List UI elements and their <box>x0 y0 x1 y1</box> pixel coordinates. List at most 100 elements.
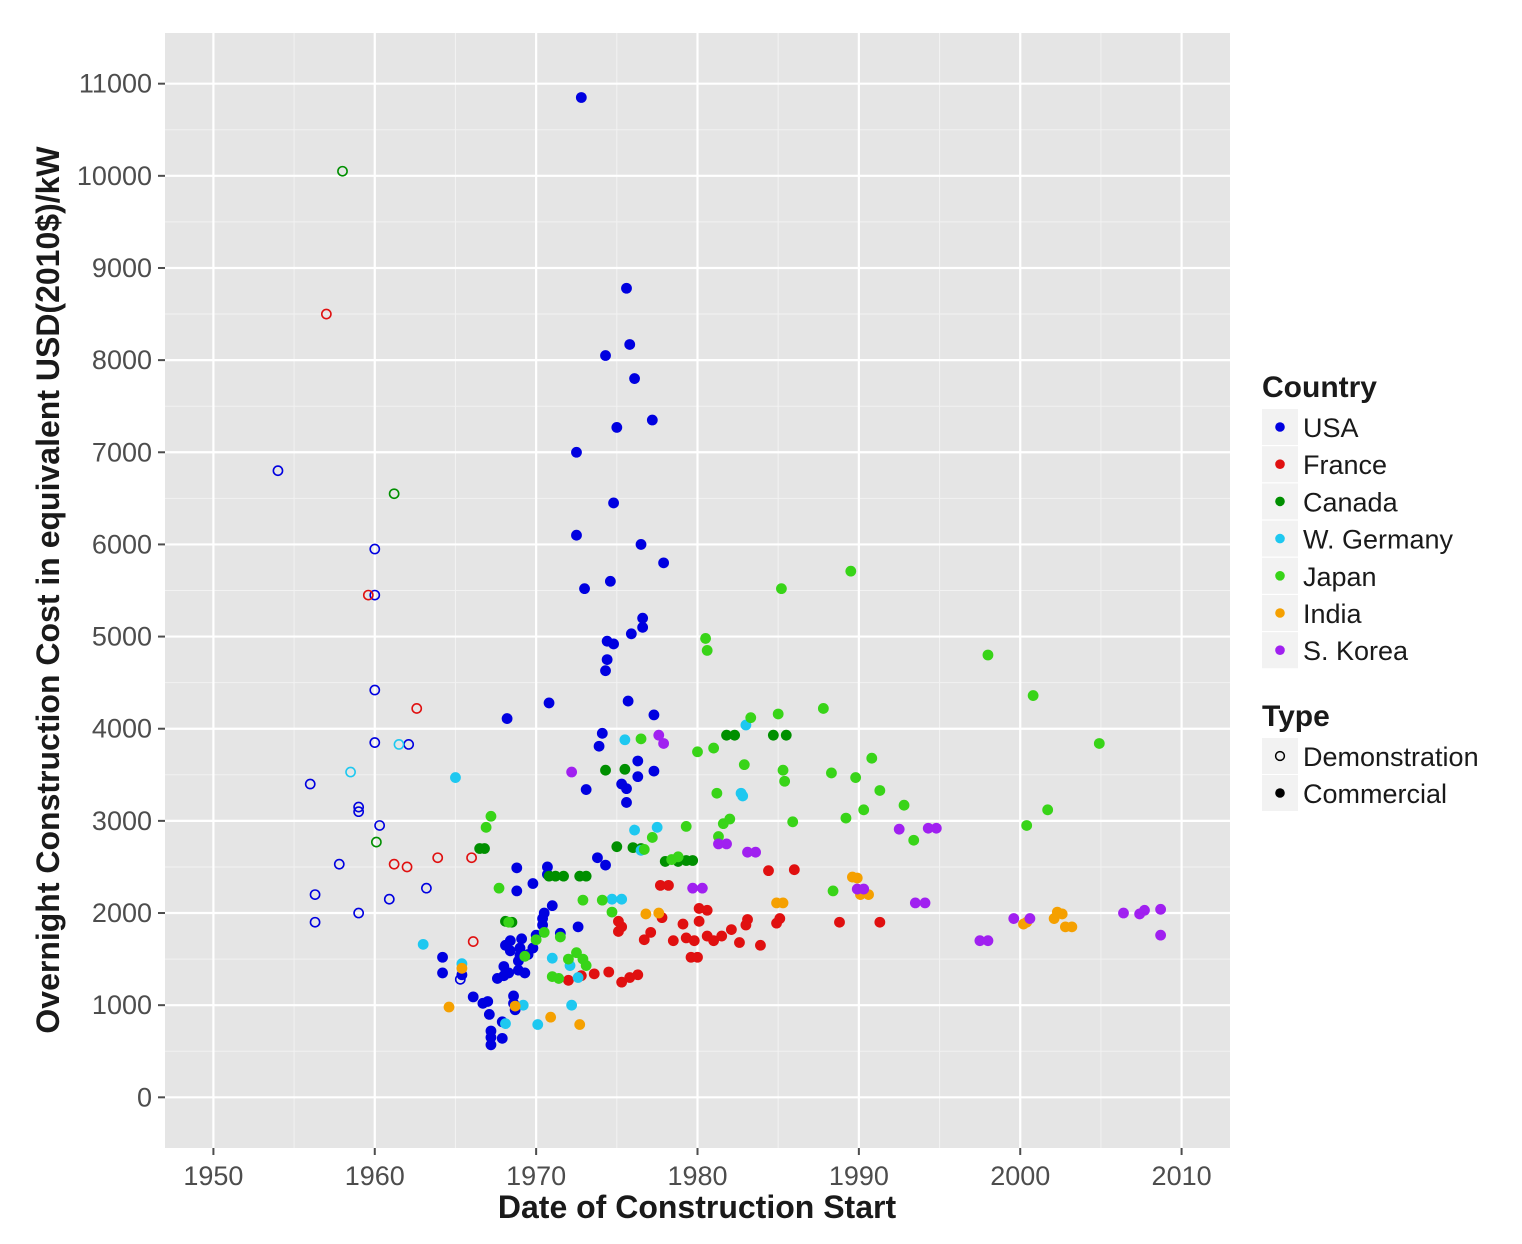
s-korea-commercial-point <box>653 729 665 741</box>
s-korea-commercial-point <box>982 935 994 947</box>
w-germany-commercial-point <box>737 790 749 802</box>
usa-commercial-point <box>437 951 448 963</box>
legend-canada-label: Canada <box>1303 487 1399 517</box>
usa-demonstration-point <box>272 465 284 477</box>
japan-commercial-point <box>553 973 565 984</box>
y-tick-label: 5000 <box>92 622 152 652</box>
s-korea-commercial-point <box>1118 907 1129 919</box>
india-commercial-point <box>443 1001 455 1013</box>
japan-commercial-point <box>503 916 515 928</box>
usa-commercial-point <box>483 1008 495 1020</box>
s-korea-commercial-point <box>974 935 986 947</box>
usa-demonstration-point <box>369 737 381 748</box>
legend-key-bg <box>1262 738 1298 774</box>
japan-commercial-point <box>480 821 492 833</box>
y-tick-label: 8000 <box>92 345 152 375</box>
france-commercial-point <box>716 930 728 942</box>
usa-commercial-point <box>624 339 636 350</box>
france-commercial-point <box>654 879 666 891</box>
japan-commercial-point <box>724 813 736 825</box>
france-commercial-point <box>603 966 615 978</box>
s-korea-commercial-point <box>687 882 699 894</box>
usa-commercial-point <box>601 654 613 666</box>
usa-commercial-point <box>637 621 649 633</box>
legend: Country USA France Canada W. Germany Japan In… <box>1262 371 1479 811</box>
x-axis-title: Date of Construction Start <box>498 1189 897 1225</box>
usa-commercial-point <box>596 727 608 739</box>
y-tick-label: 4000 <box>92 714 152 744</box>
usa-demonstration-point <box>353 907 365 919</box>
legend-japan-swatch <box>1275 571 1285 581</box>
y-tick-label: 10000 <box>77 161 152 191</box>
x-tick-label: 2010 <box>1152 1161 1212 1191</box>
y-tick-label: 0 <box>137 1082 152 1112</box>
japan-commercial-point <box>577 894 589 906</box>
japan-commercial-point <box>563 953 574 965</box>
legend-india-swatch <box>1275 608 1285 618</box>
japan-commercial-point <box>1093 738 1105 749</box>
usa-commercial-point <box>632 755 644 767</box>
japan-commercial-point <box>672 851 684 863</box>
s-korea-commercial-point <box>1155 929 1167 941</box>
japan-commercial-point <box>772 708 784 720</box>
usa-commercial-point <box>503 967 515 979</box>
usa-commercial-point <box>611 421 623 433</box>
france-commercial-point <box>663 879 674 891</box>
france-demonstration-point <box>411 703 423 714</box>
usa-demonstration-point <box>304 778 316 790</box>
y-tick-label: 6000 <box>92 529 152 559</box>
usa-commercial-point <box>511 885 523 897</box>
usa-commercial-point <box>600 350 611 361</box>
japan-commercial-point <box>826 767 837 779</box>
legend-usa-swatch <box>1275 422 1285 432</box>
france-demonstration-point <box>388 858 400 870</box>
usa-commercial-point <box>600 859 611 871</box>
legend-france-label: France <box>1303 450 1387 480</box>
x-tick-label: 1960 <box>345 1161 405 1191</box>
usa-commercial-point <box>467 991 479 1003</box>
france-commercial-point <box>763 865 774 877</box>
usa-commercial-point <box>485 1039 497 1051</box>
japan-commercial-point <box>554 931 566 943</box>
india-commercial-point <box>1056 908 1068 920</box>
legend-demonstration-label: Demonstration <box>1303 742 1479 772</box>
usa-commercial-point <box>593 740 605 752</box>
s-korea-commercial-point <box>1024 913 1036 924</box>
canada-commercial-point <box>619 763 631 775</box>
japan-commercial-point <box>982 649 994 661</box>
japan-commercial-point <box>787 816 799 828</box>
france-commercial-point <box>834 916 845 928</box>
s-korea-commercial-point <box>922 822 934 834</box>
w-germany-commercial-point <box>500 1018 511 1029</box>
france-commercial-point <box>774 913 786 924</box>
w-germany-demonstration-point <box>345 766 356 778</box>
usa-commercial-point <box>625 628 637 640</box>
india-commercial-point <box>851 872 863 884</box>
japan-commercial-point <box>596 894 608 906</box>
france-commercial-point <box>788 864 800 876</box>
w-germany-demonstration-point <box>393 738 405 750</box>
canada-demonstration-point <box>337 165 348 177</box>
usa-commercial-point <box>571 529 582 541</box>
india-commercial-point <box>574 1019 586 1030</box>
legend-france-swatch <box>1275 459 1285 470</box>
japan-commercial-point <box>519 950 531 962</box>
france-commercial-point <box>588 968 600 980</box>
usa-demonstration-point <box>309 889 321 900</box>
tick-labels: 1950 1960 1970 1980 1990 2000 2010 0 1000 2000 300… <box>77 69 1212 1191</box>
y-tick-label: 9000 <box>92 253 152 283</box>
india-commercial-point <box>545 1011 557 1023</box>
canada-commercial-point <box>580 870 592 882</box>
usa-demonstration-point <box>374 820 386 831</box>
w-germany-commercial-point <box>619 734 631 746</box>
france-commercial-point <box>693 915 705 927</box>
japan-commercial-point <box>776 583 787 595</box>
india-commercial-point <box>640 908 652 920</box>
y-axis-title: Overnight Construction Cost in equivalen… <box>30 146 66 1034</box>
usa-commercial-point <box>637 612 649 624</box>
japan-commercial-point <box>538 926 550 938</box>
japan-commercial-point <box>858 804 870 816</box>
usa-commercial-point <box>543 697 555 709</box>
usa-demonstration-point <box>309 916 321 928</box>
